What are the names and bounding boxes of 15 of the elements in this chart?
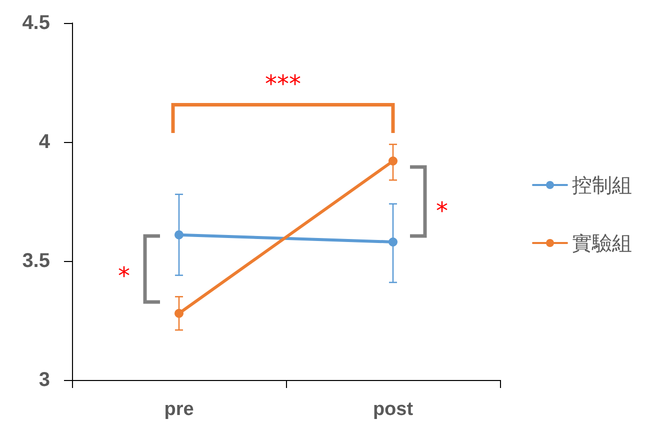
y-tick-label: 3 <box>38 369 50 391</box>
point <box>388 156 398 166</box>
annotation: *** <box>265 70 301 98</box>
annotation: * <box>436 197 448 225</box>
x-tick-label: pre <box>164 399 194 420</box>
legend-label: 實驗組 <box>572 231 632 255</box>
y-tick-label: 4.5 <box>22 12 50 34</box>
point <box>174 308 184 318</box>
y-tick-label: 4 <box>38 131 51 153</box>
point <box>174 230 184 240</box>
x-tick-label: post <box>372 399 414 420</box>
legend-label: 控制組 <box>572 173 632 197</box>
point <box>388 237 398 246</box>
annotation: * <box>118 262 130 290</box>
y-tick-label: 3.5 <box>22 250 50 272</box>
